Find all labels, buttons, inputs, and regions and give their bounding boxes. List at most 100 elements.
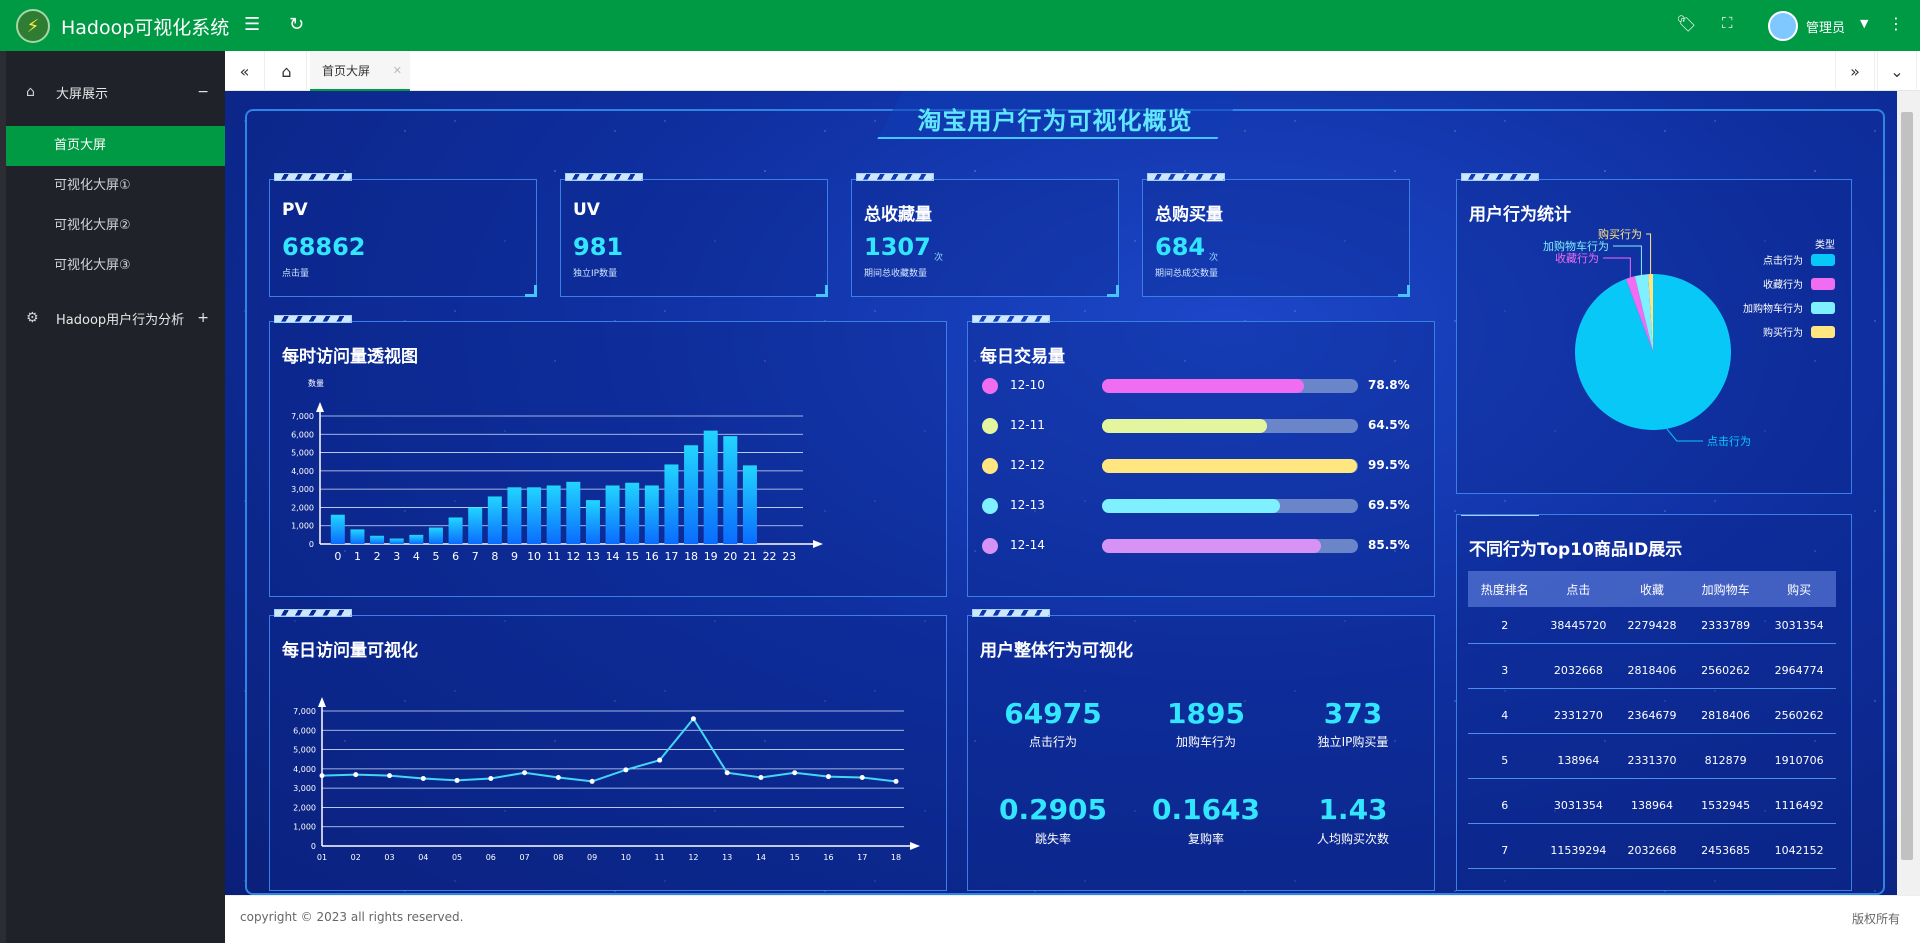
y-tick-label: 6,000 [293,726,316,735]
table-cell: 2333789 [1701,618,1751,632]
more-icon[interactable]: ⋮ [1888,14,1904,33]
dashboard-screen: 淘宝用户行为可视化概览 PV 68862 点击量 UV 981 独立IP数量 总… [225,91,1897,895]
trade-track [1102,539,1358,553]
table-cell: 2331270 [1553,708,1603,722]
y-tick-label: 1,000 [291,522,314,531]
x-tick-label: 03 [384,853,394,862]
x-tick-label: 11 [547,550,561,563]
sidebar-item-screen-2[interactable]: 可视化大屏② [54,218,131,233]
tabs-menu-icon[interactable]: ⌄ [1877,51,1917,91]
pie-slice [1625,276,1653,352]
table-cell: 3 [1501,663,1509,677]
sidebar-item-screen-1[interactable]: 可视化大屏① [54,178,131,193]
copyright-text: copyright © 2023 all rights reserved. [240,910,464,924]
bar [370,535,385,544]
x-tick-label: 13 [586,550,600,563]
y-tick-label: 6,000 [291,430,314,439]
stat-value: 373 [1323,697,1383,730]
tab-home-screen[interactable]: 首页大屏 ✕ [310,51,410,91]
kpi-subtitle: 期间总收藏数量 [864,269,928,279]
gear-icon: ⚙ [26,310,39,326]
table-cell: 4 [1501,708,1509,722]
line-point [555,775,561,781]
bar [448,517,463,544]
sidebar-group-analysis[interactable]: ⚙ Hadoop用户行为分析 + [6,296,225,340]
stat-label: 跳失率 [1034,832,1071,846]
kpi-purchases: 总购买量 684 次 期间总成交数量 [1142,173,1410,297]
table-cell: 6 [1501,798,1509,812]
kpi-value: 684 [1155,233,1206,261]
x-tick-label: 10 [621,853,631,862]
x-tick-label: 21 [743,550,757,563]
chevron-down-icon[interactable]: ▼ [1860,17,1869,30]
avatar[interactable] [1768,11,1798,41]
table-row: 2 38445720 2279428 2333789 3031354 [1468,607,1836,644]
trade-dot [982,458,998,474]
pie-slice [1634,274,1653,352]
x-tick-label: 6 [452,550,459,563]
legend-title: 类型 [1815,240,1835,251]
y-tick-label: 2,000 [293,803,316,812]
table-cell: 2818406 [1627,663,1677,677]
sidebar-group-label: Hadoop用户行为分析 [56,312,185,328]
trade-row: 12-10 78.8% [982,374,1410,398]
bar [546,485,561,544]
dashboard-title: 淘宝用户行为可视化概览 [917,107,1193,135]
kpi-subtitle: 期间总成交数量 [1155,269,1219,279]
tag-icon[interactable]: 🏷 [1676,14,1697,33]
kpi-title: 总购买量 [1155,205,1223,225]
legend-cart[interactable]: 加购物车行为 [1743,300,1835,315]
collapse-icon[interactable]: − [197,84,209,100]
trade-date: 12-13 [1010,498,1045,512]
x-tick-label: 16 [823,853,833,862]
sidebar-group-dashboard[interactable]: ⌂ 大屏展示 − [6,70,225,114]
hourly-visits-panel: 每时访问量透视图 数量 0 1,000 2,000 3,000 4,000 5,000 6,0… [269,315,947,597]
tabs-scroll-right-icon[interactable]: » [1835,51,1875,91]
panel-title: 每时访问量透视图 [282,347,418,367]
sidebar-item-home-screen[interactable]: 首页大屏 [6,126,225,166]
menu-collapse-icon[interactable]: ☰ [244,14,261,35]
trade-date: 12-14 [1010,538,1045,552]
line-point [387,773,393,779]
trade-row: 12-13 69.5% [982,494,1410,518]
user-name[interactable]: 管理员 [1806,21,1846,36]
legend-favorite[interactable]: 收藏行为 [1763,276,1835,291]
table-row: 5 138964 2331370 812879 1910706 [1468,742,1836,779]
line-point [893,778,899,784]
expand-icon[interactable]: + [197,310,209,326]
trade-dot [982,498,998,514]
top-bar: ⚡ Hadoop可视化系统 ☰ ↻ 🏷 ⛶ 管理员 ▼ ⋮ [0,0,1920,51]
trade-track [1102,459,1358,473]
kpi-title: 总收藏量 [864,205,932,225]
tabs-scroll-left-icon[interactable]: « [225,51,265,91]
tab-bar: « ⌂ 首页大屏 ✕ » ⌄ [225,51,1920,91]
line-point [657,757,663,763]
x-axis-arrow [813,540,823,548]
top10-panel: 不同行为Top10商品ID展示 热度排名 点击 收藏 加购物车 购买 2 3844… [1456,514,1852,891]
x-tick-label: 20 [723,550,737,563]
pie-callout-line [1666,428,1703,442]
x-tick-label: 14 [606,550,620,563]
x-tick-label: 1 [354,550,361,563]
home-tab-icon[interactable]: ⌂ [267,51,307,91]
table-cell: 2453685 [1701,843,1751,857]
refresh-icon[interactable]: ↻ [289,14,305,35]
legend-click[interactable]: 点击行为 [1763,252,1835,267]
trade-percent: 78.8% [1368,378,1410,392]
pie-callout-line [1603,257,1631,278]
table-cell: 2032668 [1627,843,1677,857]
x-tick-label: 23 [782,550,796,563]
legend-purchase[interactable]: 购买行为 [1763,324,1835,339]
x-tick-label: 07 [519,853,529,862]
table-cell: 3031354 [1553,798,1603,812]
table-cell: 1532945 [1701,798,1751,812]
x-tick-label: 8 [491,550,498,563]
table-cell: 2560262 [1701,663,1751,677]
bar [330,514,345,544]
pie-callout-line [1646,233,1652,275]
close-icon[interactable]: ✕ [392,64,402,77]
scrollbar-thumb[interactable] [1901,112,1913,860]
fullscreen-icon[interactable]: ⛶ [1722,14,1733,32]
stat-label: 复购率 [1187,832,1224,846]
sidebar-item-screen-3[interactable]: 可视化大屏③ [54,258,131,273]
